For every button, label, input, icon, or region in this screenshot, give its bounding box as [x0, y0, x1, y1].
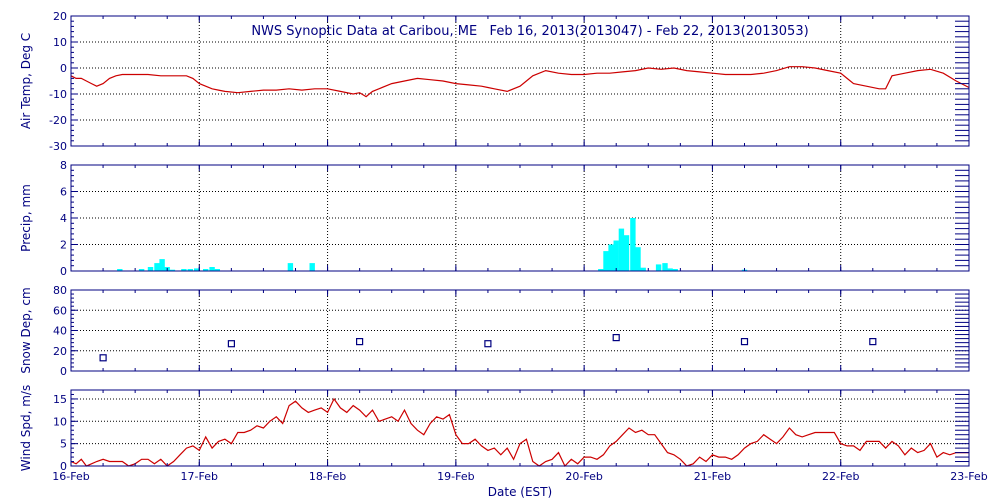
precip-bar	[598, 269, 604, 271]
y-tick-label: 15	[53, 393, 67, 406]
precip-bar	[287, 263, 294, 271]
snow-depth-point	[227, 340, 235, 348]
precip-bar	[117, 269, 123, 271]
y-tick-label: 8	[60, 159, 67, 172]
precip-bar	[662, 263, 668, 271]
precip-bar	[618, 228, 625, 271]
x-tick-label: 22-Feb	[822, 470, 859, 483]
y-tick-label: 20	[53, 345, 67, 358]
y-tick-label: 40	[53, 325, 67, 338]
panel-air-temp: -30 -20 -10 0 10 20 Air Temp, Deg C	[19, 10, 970, 153]
precip-bar	[214, 269, 220, 271]
y-axis-label-air-temp: Air Temp, Deg C	[19, 33, 33, 129]
x-tick-label: 20-Feb	[565, 470, 602, 483]
x-axis-label: Date (EST)	[488, 485, 552, 499]
y-tick-label: 2	[60, 239, 67, 252]
y-tick-label: 60	[53, 304, 67, 317]
precip-bar	[154, 263, 160, 271]
y-tick-label: 5	[60, 438, 67, 451]
x-tick-label: 23-Feb	[950, 470, 987, 483]
snow-depth-point	[869, 338, 877, 346]
y-axis-label-precip: Precip, mm	[19, 184, 33, 252]
panel-frame	[70, 289, 970, 372]
y-tick-label: -10	[49, 88, 67, 101]
x-axis: 16-Feb 17-Feb 18-Feb 19-Feb 20-Feb 21-Feb 22-F…	[52, 470, 987, 483]
precip-bar	[159, 259, 165, 271]
snow-depth-point	[356, 338, 364, 346]
precip-bar	[169, 269, 176, 271]
precip-bar	[613, 240, 619, 271]
panel-snow-depth: 0 20 40 60 80 Snow Dep, cm	[19, 284, 970, 378]
series-line-wind-speed	[70, 397, 969, 468]
snow-depth-point	[612, 334, 620, 342]
y-tick-label: 10	[53, 36, 67, 49]
y-tick-label: 0	[60, 365, 67, 378]
y-tick-label: 20	[53, 10, 67, 23]
precip-bar	[181, 269, 187, 271]
y-tick-label: 6	[60, 186, 67, 199]
panel-wind-speed: 0 5 10 15 Wind Spd, m/s	[19, 385, 970, 473]
precip-bar	[640, 267, 646, 271]
snow-depth-point	[484, 340, 492, 348]
y-tick-label: -20	[49, 114, 67, 127]
y-tick-label: -30	[49, 140, 67, 153]
x-tick-label: 18-Feb	[309, 470, 346, 483]
panel-precip: 0 2 4 6 8 Precip, mm	[19, 159, 970, 278]
y-axis-label-snow-depth: Snow Dep, cm	[19, 287, 33, 373]
y-tick-label: 10	[53, 415, 67, 428]
precip-bar	[147, 267, 154, 271]
chart-panels: -30 -20 -10 0 10 20 Air Temp, Deg C 0 2 4 6 8 Precip…	[19, 10, 970, 473]
y-axis-label-wind-speed: Wind Spd, m/s	[19, 385, 33, 471]
y-tick-label: 0	[60, 62, 67, 75]
y-tick-label: 0	[60, 460, 67, 473]
precip-bar	[138, 269, 145, 271]
precip-bar	[672, 269, 678, 271]
precip-bar	[608, 244, 614, 271]
precip-bar	[309, 263, 315, 271]
precip-bar	[667, 268, 673, 271]
snow-depth-point	[740, 338, 749, 346]
precip-bar	[630, 218, 636, 271]
y-tick-label: 80	[53, 284, 67, 297]
x-tick-label: 19-Feb	[437, 470, 474, 483]
precip-bar	[655, 264, 662, 271]
x-tick-label: 16-Feb	[52, 470, 89, 483]
panel-frame	[70, 164, 970, 272]
chart-title: NWS Synoptic Data at Caribou, ME Feb 16,…	[251, 24, 808, 39]
panel-frame	[70, 389, 970, 467]
snow-depth-point	[99, 354, 107, 362]
y-tick-label: 0	[60, 265, 67, 278]
precip-bar	[203, 269, 209, 271]
precip-bar	[209, 267, 215, 271]
x-tick-label: 17-Feb	[181, 470, 218, 483]
precip-bar	[194, 268, 200, 271]
precip-bar	[603, 251, 609, 271]
precip-bar	[187, 269, 193, 271]
precip-bar	[635, 247, 641, 271]
precip-bar	[623, 235, 630, 271]
series-line-air-temp	[70, 66, 970, 98]
y-tick-label: 4	[60, 212, 67, 225]
x-tick-label: 21-Feb	[694, 470, 731, 483]
